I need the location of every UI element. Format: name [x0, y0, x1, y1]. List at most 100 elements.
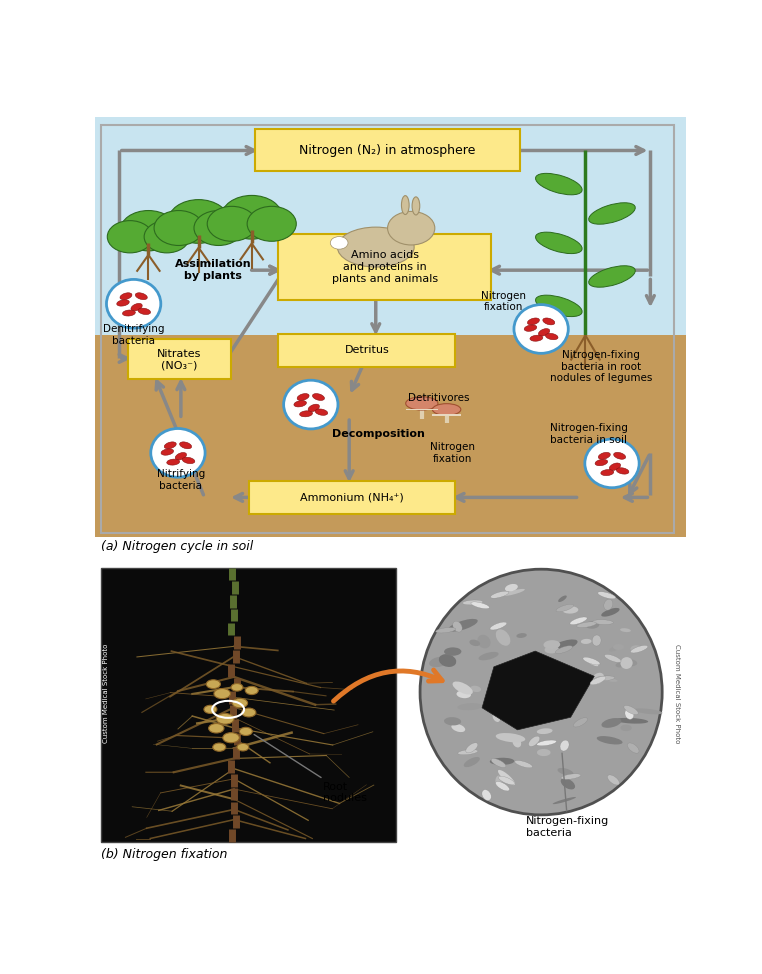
Ellipse shape	[552, 797, 576, 805]
Ellipse shape	[604, 601, 612, 608]
Ellipse shape	[107, 280, 161, 328]
Ellipse shape	[555, 646, 572, 654]
Ellipse shape	[505, 584, 518, 591]
Ellipse shape	[500, 659, 528, 669]
Ellipse shape	[503, 589, 525, 596]
Ellipse shape	[558, 768, 574, 775]
Ellipse shape	[180, 442, 191, 449]
Ellipse shape	[495, 775, 501, 786]
Ellipse shape	[557, 687, 573, 695]
Ellipse shape	[533, 687, 555, 696]
Ellipse shape	[562, 606, 578, 614]
Ellipse shape	[429, 656, 449, 667]
Ellipse shape	[498, 769, 515, 785]
Ellipse shape	[175, 453, 187, 460]
Ellipse shape	[136, 293, 147, 300]
Ellipse shape	[630, 646, 642, 652]
Ellipse shape	[120, 293, 132, 300]
Text: Custom Medical Stock Photo: Custom Medical Stock Photo	[103, 644, 109, 743]
Text: Nitrogen-fixing
bacteria: Nitrogen-fixing bacteria	[527, 753, 610, 838]
Ellipse shape	[633, 708, 662, 714]
FancyBboxPatch shape	[249, 481, 456, 513]
Ellipse shape	[521, 681, 546, 684]
Ellipse shape	[482, 790, 491, 801]
Text: Nitrogen-fixing
bacteria in soil: Nitrogen-fixing bacteria in soil	[550, 423, 628, 445]
Ellipse shape	[595, 460, 607, 466]
Ellipse shape	[213, 743, 226, 751]
Ellipse shape	[517, 633, 527, 638]
Text: Detritus: Detritus	[344, 346, 389, 356]
Ellipse shape	[570, 617, 588, 624]
Text: Amino acids
and proteins in
plants and animals: Amino acids and proteins in plants and a…	[331, 250, 437, 283]
Ellipse shape	[216, 714, 234, 724]
FancyBboxPatch shape	[255, 130, 520, 171]
Ellipse shape	[604, 599, 613, 610]
Ellipse shape	[496, 629, 511, 646]
Ellipse shape	[560, 740, 569, 751]
Ellipse shape	[537, 749, 551, 756]
Ellipse shape	[231, 684, 243, 692]
Ellipse shape	[209, 724, 224, 733]
Circle shape	[107, 221, 152, 253]
Ellipse shape	[214, 689, 230, 698]
Ellipse shape	[603, 678, 617, 682]
Ellipse shape	[543, 640, 560, 649]
Ellipse shape	[138, 308, 151, 315]
Ellipse shape	[456, 691, 471, 698]
Ellipse shape	[597, 592, 616, 599]
Ellipse shape	[585, 621, 599, 628]
Ellipse shape	[536, 295, 582, 317]
Ellipse shape	[479, 652, 498, 660]
Ellipse shape	[432, 403, 461, 415]
Ellipse shape	[123, 310, 136, 316]
FancyBboxPatch shape	[278, 235, 491, 300]
Ellipse shape	[589, 266, 636, 287]
Bar	[95, 335, 686, 537]
Ellipse shape	[491, 591, 509, 598]
Ellipse shape	[405, 396, 438, 410]
Ellipse shape	[616, 662, 625, 667]
Ellipse shape	[613, 644, 624, 650]
Text: (b) Nitrogen fixation: (b) Nitrogen fixation	[101, 848, 228, 861]
Ellipse shape	[457, 703, 482, 710]
Ellipse shape	[620, 658, 637, 666]
Ellipse shape	[463, 600, 483, 605]
Ellipse shape	[536, 173, 582, 195]
Ellipse shape	[593, 619, 613, 624]
Ellipse shape	[232, 698, 248, 708]
Ellipse shape	[444, 717, 461, 726]
Ellipse shape	[444, 648, 462, 656]
Ellipse shape	[453, 621, 463, 632]
Ellipse shape	[514, 305, 568, 354]
Ellipse shape	[530, 335, 543, 341]
Bar	[432, 414, 461, 416]
Ellipse shape	[470, 686, 481, 693]
Ellipse shape	[167, 459, 180, 466]
Ellipse shape	[556, 604, 574, 612]
Ellipse shape	[583, 657, 600, 665]
Ellipse shape	[515, 761, 533, 768]
Circle shape	[194, 210, 243, 245]
Ellipse shape	[283, 380, 338, 429]
Ellipse shape	[490, 758, 514, 765]
Ellipse shape	[592, 673, 604, 685]
Ellipse shape	[600, 469, 613, 475]
Ellipse shape	[584, 439, 639, 488]
FancyBboxPatch shape	[278, 334, 456, 367]
Text: Nitrifying
bacteria: Nitrifying bacteria	[157, 469, 205, 491]
Ellipse shape	[615, 718, 648, 724]
Ellipse shape	[545, 646, 559, 654]
Ellipse shape	[561, 773, 581, 779]
Ellipse shape	[616, 468, 629, 474]
Ellipse shape	[609, 646, 620, 652]
Ellipse shape	[490, 622, 507, 630]
Ellipse shape	[620, 628, 631, 632]
Ellipse shape	[625, 708, 634, 720]
Ellipse shape	[590, 676, 606, 685]
Ellipse shape	[453, 682, 472, 694]
Ellipse shape	[546, 333, 558, 340]
Circle shape	[154, 210, 203, 245]
Ellipse shape	[527, 318, 539, 325]
Ellipse shape	[151, 429, 205, 477]
Ellipse shape	[546, 664, 559, 671]
